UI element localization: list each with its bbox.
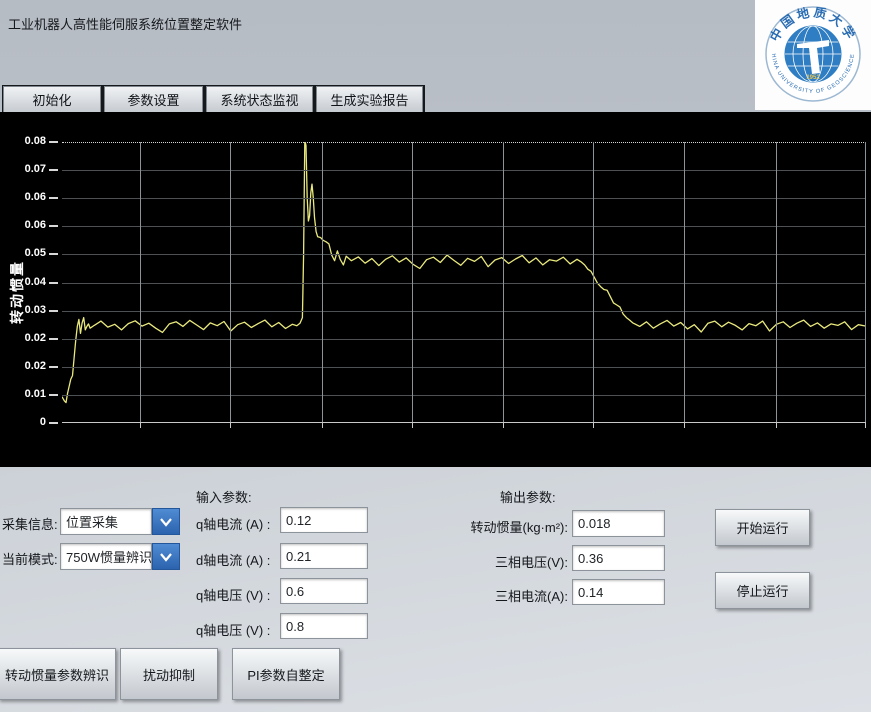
q-axis-voltage-input-2[interactable]: 0.8 [280, 613, 368, 639]
x-gridline [865, 142, 866, 422]
tab-initialization[interactable]: 初始化 [3, 86, 101, 112]
y-tick-mark [49, 197, 58, 200]
logo-year-text: 1952 [806, 75, 820, 81]
chart-plot-area [62, 142, 866, 428]
y-tick-mark [49, 337, 58, 340]
y-tick-mark [49, 422, 58, 424]
mode-dropdown-button[interactable] [152, 543, 180, 570]
tab-bar: 初始化 参数设置 系统状态监视 生成实验报告 [2, 85, 425, 112]
input-row-label: d轴电流 (A) : [196, 553, 271, 568]
y-tick-label: 0.06 [24, 191, 46, 204]
y-tick-label: 0.03 [24, 303, 46, 316]
y-tick-mark [49, 253, 58, 256]
y-gridline [62, 198, 866, 200]
input-params-title: 输入参数: [196, 490, 252, 505]
x-tick-mark [775, 423, 777, 428]
output-params-title: 输出参数: [500, 490, 556, 505]
chevron-down-icon [160, 517, 172, 527]
acquisition-label: 采集信息: [2, 517, 58, 532]
three-phase-voltage-field: 0.36 [572, 545, 665, 571]
chevron-down-icon [160, 552, 172, 562]
x-gridline [775, 142, 777, 422]
x-gridline [230, 142, 232, 422]
input-row-label: q轴电压 (V) : [196, 588, 271, 603]
output-row-label: 三相电流(A): [495, 589, 568, 604]
x-tick-mark [230, 423, 232, 428]
y-gridline [62, 142, 866, 143]
y-tick-label: 0.02 [24, 331, 46, 344]
y-tick-label: 0.01 [24, 387, 46, 400]
x-gridline [503, 142, 505, 422]
y-gridline [62, 282, 866, 284]
x-gridline [321, 142, 323, 422]
y-tick-mark [49, 225, 58, 228]
university-logo: 中国地质大学 CHINA UNIVERSITY OF GEOSCIENCES 1… [755, 0, 871, 110]
q-axis-voltage-input-1[interactable]: 0.6 [280, 578, 368, 604]
tab-parameter-settings[interactable]: 参数设置 [104, 86, 203, 112]
inertia-output-field: 0.018 [572, 510, 665, 537]
y-tick-mark [49, 309, 58, 312]
stop-run-button[interactable]: 停止运行 [715, 572, 810, 609]
y-gridline [62, 366, 866, 368]
y-tick-mark [49, 393, 58, 396]
y-gridline [62, 394, 866, 396]
tab-generate-report[interactable]: 生成实验报告 [316, 86, 423, 112]
y-tick-label: 0.04 [24, 275, 46, 288]
y-gridline [62, 310, 866, 312]
y-tick-label: 0.05 [24, 247, 46, 260]
input-row-label: q轴电流 (A) : [196, 517, 271, 532]
x-tick-mark [684, 423, 686, 428]
y-tick-label: 0.02 [24, 359, 46, 372]
acquisition-select[interactable]: 位置采集 [60, 508, 152, 535]
university-logo-icon: 中国地质大学 CHINA UNIVERSITY OF GEOSCIENCES 1… [763, 2, 861, 102]
mode-select[interactable]: 750W惯量辨识 [60, 543, 152, 570]
tab-system-status-monitor[interactable]: 系统状态监视 [206, 86, 313, 112]
x-gridline [684, 142, 686, 422]
y-tick-mark [49, 365, 58, 368]
y-gridline [62, 338, 866, 340]
y-tick-label: 0.07 [24, 163, 46, 176]
x-gridline [139, 142, 141, 422]
y-tick-mark [49, 141, 58, 143]
y-gridline [62, 254, 866, 256]
x-tick-mark [411, 423, 413, 428]
control-panel: 采集信息: 位置采集 当前模式: 750W惯量辨识 输入参数: q轴电流 (A)… [0, 467, 871, 712]
y-tick-label: 0.08 [24, 135, 46, 147]
x-tick-mark [139, 423, 141, 428]
disturbance-rejection-button[interactable]: 扰动抑制 [120, 648, 218, 700]
start-run-button[interactable]: 开始运行 [715, 509, 810, 546]
x-tick-mark [865, 423, 866, 428]
three-phase-current-field: 0.14 [572, 579, 665, 605]
inertia-identification-button[interactable]: 转动惯量参数辨识 [0, 648, 116, 700]
output-row-label: 三相电压(V): [495, 555, 568, 570]
y-gridline [62, 170, 866, 172]
page-title: 工业机器人高性能伺服系统位置整定软件 [8, 17, 243, 32]
y-tick-mark [49, 281, 58, 284]
d-axis-current-input[interactable]: 0.21 [280, 543, 368, 569]
x-tick-mark [503, 423, 505, 428]
mode-label: 当前模式: [2, 552, 58, 567]
input-row-label: q轴电压 (V) : [196, 623, 271, 638]
x-gridline [411, 142, 413, 422]
y-gridline [62, 226, 866, 228]
y-tick-label: 0.06 [24, 219, 46, 232]
inertia-chart: 转动惯量 0.08 0.07 0.06 0.06 0.05 0.04 0.03 0.02 0.0… [0, 112, 871, 467]
x-tick-mark [592, 423, 594, 428]
y-tick-mark [49, 169, 58, 172]
output-row-label: 转动惯量(kg·m²): [470, 520, 569, 535]
acquisition-dropdown-button[interactable] [152, 508, 180, 535]
pi-auto-tuning-button[interactable]: PI参数自整定 [232, 648, 340, 700]
y-tick-label: 0 [39, 416, 46, 428]
x-tick-mark [321, 423, 323, 428]
q-axis-current-input[interactable]: 0.12 [280, 507, 368, 533]
chart-y-axis: 0.08 0.07 0.06 0.06 0.05 0.04 0.03 0.02 0.02 0.01… [0, 135, 60, 428]
x-gridline [592, 142, 594, 422]
